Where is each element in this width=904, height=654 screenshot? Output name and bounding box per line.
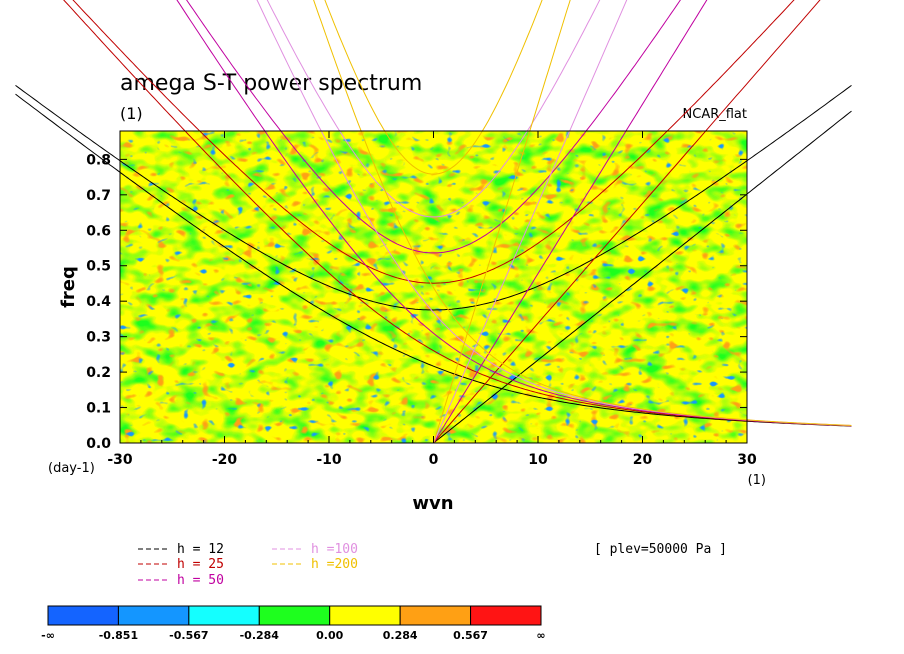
dispersion-curve-h50 bbox=[433, 0, 708, 443]
y-tick-label: 0.4 bbox=[86, 294, 111, 310]
x-tick-label: -30 bbox=[107, 452, 133, 468]
y-tick-label: 0.3 bbox=[86, 330, 111, 346]
dispersion-curve-h12 bbox=[15, 84, 852, 311]
x-units-label: (1) bbox=[748, 473, 766, 488]
y-units-label: (day-1) bbox=[48, 461, 95, 476]
dispersion-curve-h200 bbox=[313, 0, 852, 426]
colorbar-label: -0.284 bbox=[240, 629, 280, 642]
x-axis-ticks: -30 -20 -10 0 10 20 30 bbox=[107, 131, 757, 468]
chart-subtitle: (1) bbox=[120, 104, 143, 123]
y-axis-ticks: 0.0 0.1 0.2 0.3 0.4 0.5 0.6 0.7 0.8 bbox=[86, 152, 747, 452]
colorbar-swatch bbox=[47, 605, 119, 626]
y-tick-label: 0.7 bbox=[86, 188, 111, 204]
colorbar-label: 0.284 bbox=[383, 629, 418, 642]
colorbar-label: 0.00 bbox=[316, 629, 343, 642]
dispersion-curve-h100 bbox=[433, 0, 628, 443]
colorbar-label: ∞ bbox=[536, 629, 545, 642]
dispersion-curve-h12 bbox=[15, 93, 852, 427]
x-tick-label: 30 bbox=[737, 452, 757, 468]
colorbar-swatch bbox=[329, 605, 401, 626]
colorbar-label: -∞ bbox=[41, 629, 55, 642]
dispersion-curve-h25 bbox=[72, 0, 795, 284]
x-tick-label: 10 bbox=[528, 452, 548, 468]
y-tick-label: 0.0 bbox=[86, 436, 111, 452]
y-tick-label: 0.5 bbox=[86, 259, 111, 275]
y-tick-label: 0.1 bbox=[86, 401, 111, 417]
colorbar-swatch bbox=[399, 605, 472, 626]
dispersion-curves bbox=[15, 0, 852, 443]
colorbar-swatch bbox=[117, 605, 190, 626]
y-tick-label: 0.6 bbox=[86, 223, 111, 239]
colormap-name: NCAR_flat bbox=[683, 107, 747, 122]
colorbar-swatch bbox=[188, 605, 260, 626]
x-tick-label: -20 bbox=[212, 452, 238, 468]
dispersion-curve-h200 bbox=[433, 0, 571, 443]
x-axis-label: wvn bbox=[412, 493, 453, 514]
x-tick-label: 0 bbox=[429, 452, 439, 468]
dispersion-curve-h200 bbox=[324, 0, 543, 175]
legend-label-h25: h = 25 bbox=[177, 557, 224, 572]
x-tick-label: -10 bbox=[316, 452, 342, 468]
y-tick-label: 0.8 bbox=[86, 152, 111, 168]
colorbar-swatch bbox=[258, 605, 331, 626]
legend-label-h50: h = 50 bbox=[177, 573, 224, 588]
legend-label-h12: h = 12 bbox=[177, 542, 224, 557]
colorbar-swatch bbox=[470, 605, 542, 626]
legend-label-h200: h =200 bbox=[311, 557, 358, 572]
legend-label-h100: h =100 bbox=[311, 542, 358, 557]
chart-title: amega S-T power spectrum bbox=[120, 71, 422, 96]
dispersion-curve-h100 bbox=[266, 0, 601, 218]
y-axis-label: freq bbox=[58, 266, 79, 308]
plev-annotation: [ plev=50000 Pa ] bbox=[594, 542, 727, 557]
colorbar-label: -0.851 bbox=[99, 629, 138, 642]
dispersion-curve-h25 bbox=[433, 0, 821, 443]
dispersion-curve-h12 bbox=[433, 110, 852, 443]
x-tick-label: 20 bbox=[633, 452, 653, 468]
colorbar-label: 0.567 bbox=[453, 629, 488, 642]
y-tick-label: 0.2 bbox=[86, 365, 111, 381]
dispersion-curve-h50 bbox=[186, 0, 681, 254]
colorbar: -∞ -0.851 -0.567 -0.284 0.00 0.284 0.567 ∞ bbox=[41, 605, 546, 642]
colorbar-label: -0.567 bbox=[169, 629, 208, 642]
